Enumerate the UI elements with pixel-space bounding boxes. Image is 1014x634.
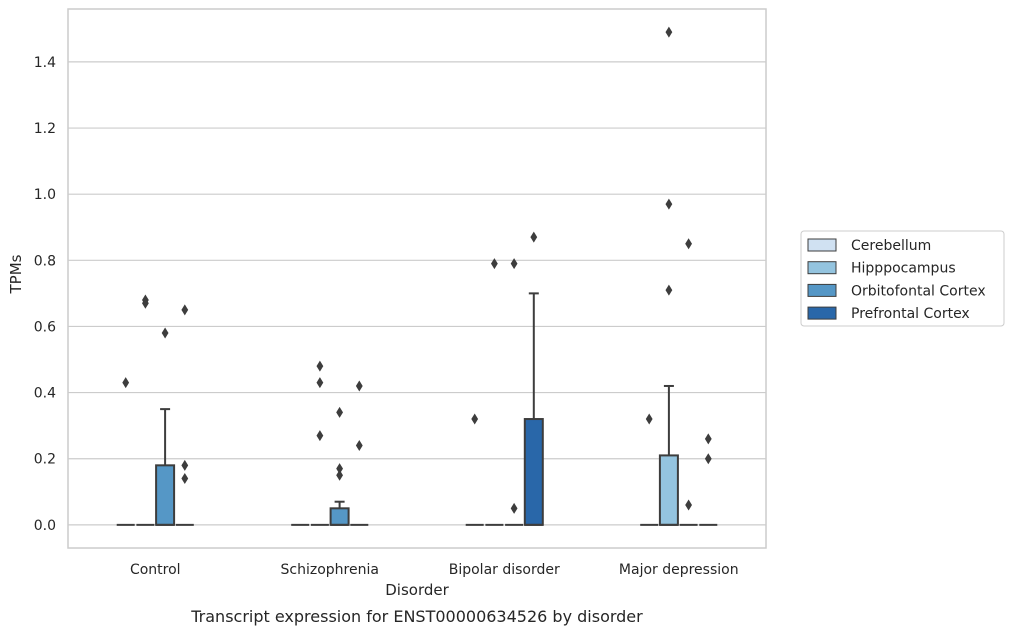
outlier-point: [161, 327, 169, 339]
outlier-point: [181, 473, 189, 485]
outlier-point: [685, 499, 692, 511]
outlier-point: [181, 304, 189, 316]
box-rect: [155, 464, 176, 526]
y-tick-label: 0.6: [34, 319, 56, 335]
legend-swatch: [807, 283, 837, 297]
box-rect: [658, 454, 679, 526]
x-tick-label: Schizophrenia: [281, 562, 379, 578]
x-tick-label: Control: [130, 562, 181, 578]
outlier-point: [355, 439, 363, 451]
y-tick-label: 0.8: [34, 253, 56, 269]
outlier-point: [530, 231, 538, 243]
y-tick-label: 1.4: [34, 55, 56, 71]
outlier-point: [336, 469, 343, 481]
outlier-point: [491, 258, 498, 270]
outlier-point: [645, 413, 653, 425]
outlier-point: [510, 258, 518, 270]
legend-swatch: [807, 238, 837, 252]
outlier-point: [685, 238, 692, 250]
chart-caption: Transcript expression for ENST0000063452…: [190, 607, 643, 626]
outlier-point: [665, 198, 673, 210]
outlier-point: [181, 459, 189, 471]
y-tick-label: 0.0: [34, 518, 56, 534]
y-axis-label: TPMs: [7, 254, 25, 294]
outlier-point: [316, 360, 324, 372]
outlier-point: [316, 377, 324, 389]
legend-swatch: [807, 306, 837, 320]
outlier-point: [336, 463, 343, 475]
outlier-point: [142, 297, 149, 309]
outlier-point: [510, 502, 518, 514]
legend-frame: [800, 230, 1005, 327]
outlier-point: [471, 413, 479, 425]
y-tick-labels: 0.0 0.2 0.4 0.6 0.8 1.0 1.2 1.4: [34, 55, 56, 534]
plot-outliers: [122, 26, 712, 514]
outlier-point: [122, 377, 130, 389]
plot-frame: [67, 8, 767, 549]
x-tick-label: Bipolar disorder: [449, 562, 560, 578]
x-tick-labels: Control Schizophrenia Bipolar disorder Majo…: [130, 562, 739, 578]
y-tick-label: 0.4: [34, 386, 56, 402]
legend-label: Cerebellum: [851, 238, 931, 254]
legend: Cerebellum Hipppocampus Orbitofontal Corte…: [800, 230, 1005, 327]
outlier-point: [665, 284, 673, 296]
outlier-point: [336, 406, 343, 418]
box-rect: [329, 507, 350, 526]
outlier-point: [704, 453, 712, 465]
legend-label: Hipppocampus: [851, 261, 956, 277]
outlier-point: [355, 380, 363, 392]
y-tick-label: 1.0: [34, 187, 56, 203]
outlier-point: [665, 26, 673, 38]
legend-label: Orbitofontal Cortex: [851, 283, 986, 299]
plot-boxes: [116, 292, 718, 526]
legend-swatch: [807, 261, 837, 275]
grid-lines: [68, 61, 766, 526]
y-tick-label: 0.2: [34, 452, 56, 468]
x-tick-label: Major depression: [619, 562, 739, 578]
legend-label: Prefrontal Cortex: [851, 306, 970, 322]
outlier-point: [316, 430, 324, 442]
outlier-point: [704, 433, 712, 445]
y-tick-label: 1.2: [34, 121, 56, 137]
x-axis-label: Disorder: [385, 581, 449, 599]
box-rect: [523, 418, 544, 526]
